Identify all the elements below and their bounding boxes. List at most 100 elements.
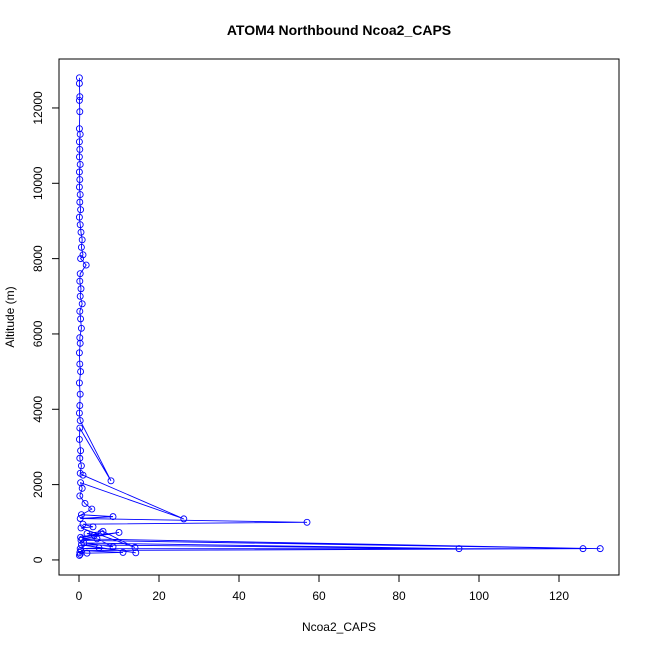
data-point [303,518,311,526]
data-point [99,527,107,535]
data-point [109,543,117,551]
data-point [76,424,84,432]
data-point [78,236,86,244]
data-point [75,213,83,221]
data-point [76,93,84,101]
data-point [77,243,85,251]
data-point [83,549,91,557]
data-point [95,544,103,552]
data-point [78,484,86,492]
y-axis: 0 2000 4000 6000 8000 10000 12000 [31,91,60,563]
data-point [77,524,85,532]
data-point [76,198,84,206]
data-point [75,379,83,387]
data-point [77,447,85,455]
data-point [77,315,85,323]
data-point [76,176,84,183]
data-point [131,544,139,551]
data-point [76,515,84,522]
x-tick-label: 20 [152,589,166,603]
data-point [76,360,84,368]
data-point [76,270,84,278]
data-point [75,96,83,104]
data-point [79,251,87,259]
y-tick-label: 4000 [31,396,45,423]
data-point [77,533,85,541]
data-point [119,548,127,556]
data-point [76,108,84,116]
data-point [596,545,604,553]
y-tick-label: 10000 [31,166,45,200]
data-point [88,505,96,513]
data-point [115,528,123,536]
data-point [77,228,85,236]
plot-frame [58,58,620,576]
data-point [75,349,83,357]
data-point [77,206,85,214]
data-point [76,161,84,168]
data-point [77,511,85,519]
y-tick-label: 6000 [31,320,45,347]
y-tick-label: 2000 [31,471,45,498]
x-tick-label: 40 [232,589,246,603]
plot-area [58,58,620,576]
data-point [76,454,84,462]
data-point [75,435,83,443]
data-point [78,300,86,308]
data-point [79,471,87,479]
data-point [76,130,84,138]
data-point [109,513,117,521]
x-tick-label: 120 [549,589,569,603]
data-point [89,523,97,531]
data-point [75,138,83,146]
x-axis: 0 20 40 60 80 100 120 [76,574,569,603]
data-point [75,183,83,191]
data-point [76,307,84,315]
data-point [76,390,84,398]
data-point [77,368,85,376]
data-point [76,145,84,153]
data-point [75,551,83,559]
data-point [132,549,140,557]
x-tick-label: 0 [76,589,83,603]
x-axis-label: Ncoa2_CAPS [302,620,376,634]
x-tick-label: 80 [392,589,406,603]
data-point [75,168,83,176]
data-point [82,261,90,269]
series-line [78,77,601,556]
chart-title: ATOM4 Northbound Ncoa2_CAPS [227,22,451,38]
data-point [579,545,587,553]
data-point [76,191,84,199]
data-point [76,402,84,409]
data-point [107,477,115,485]
data-point [75,80,83,87]
data-point [77,462,85,470]
data-point [79,520,87,528]
data-point [76,417,84,425]
data-point [81,499,89,507]
data-point [77,285,85,293]
data-point [77,255,85,263]
x-tick-label: 100 [469,589,489,603]
data-point [97,529,105,537]
data-point [75,153,83,161]
data-point [83,530,91,538]
data-point [76,292,84,300]
y-tick-label: 8000 [31,245,45,272]
data-point [76,277,84,285]
data-point [76,221,84,229]
y-tick-label: 12000 [31,91,45,125]
y-axis-label: Altitude (m) [3,286,17,347]
data-point [77,324,85,332]
series-layer [75,74,604,559]
data-point [455,545,463,553]
data-point [75,409,83,417]
data-point [77,547,85,554]
y-tick-label: 0 [31,556,45,563]
data-point [93,535,101,543]
data-point [76,492,84,500]
data-point [180,515,188,523]
data-point [76,550,84,558]
data-point [76,339,84,347]
